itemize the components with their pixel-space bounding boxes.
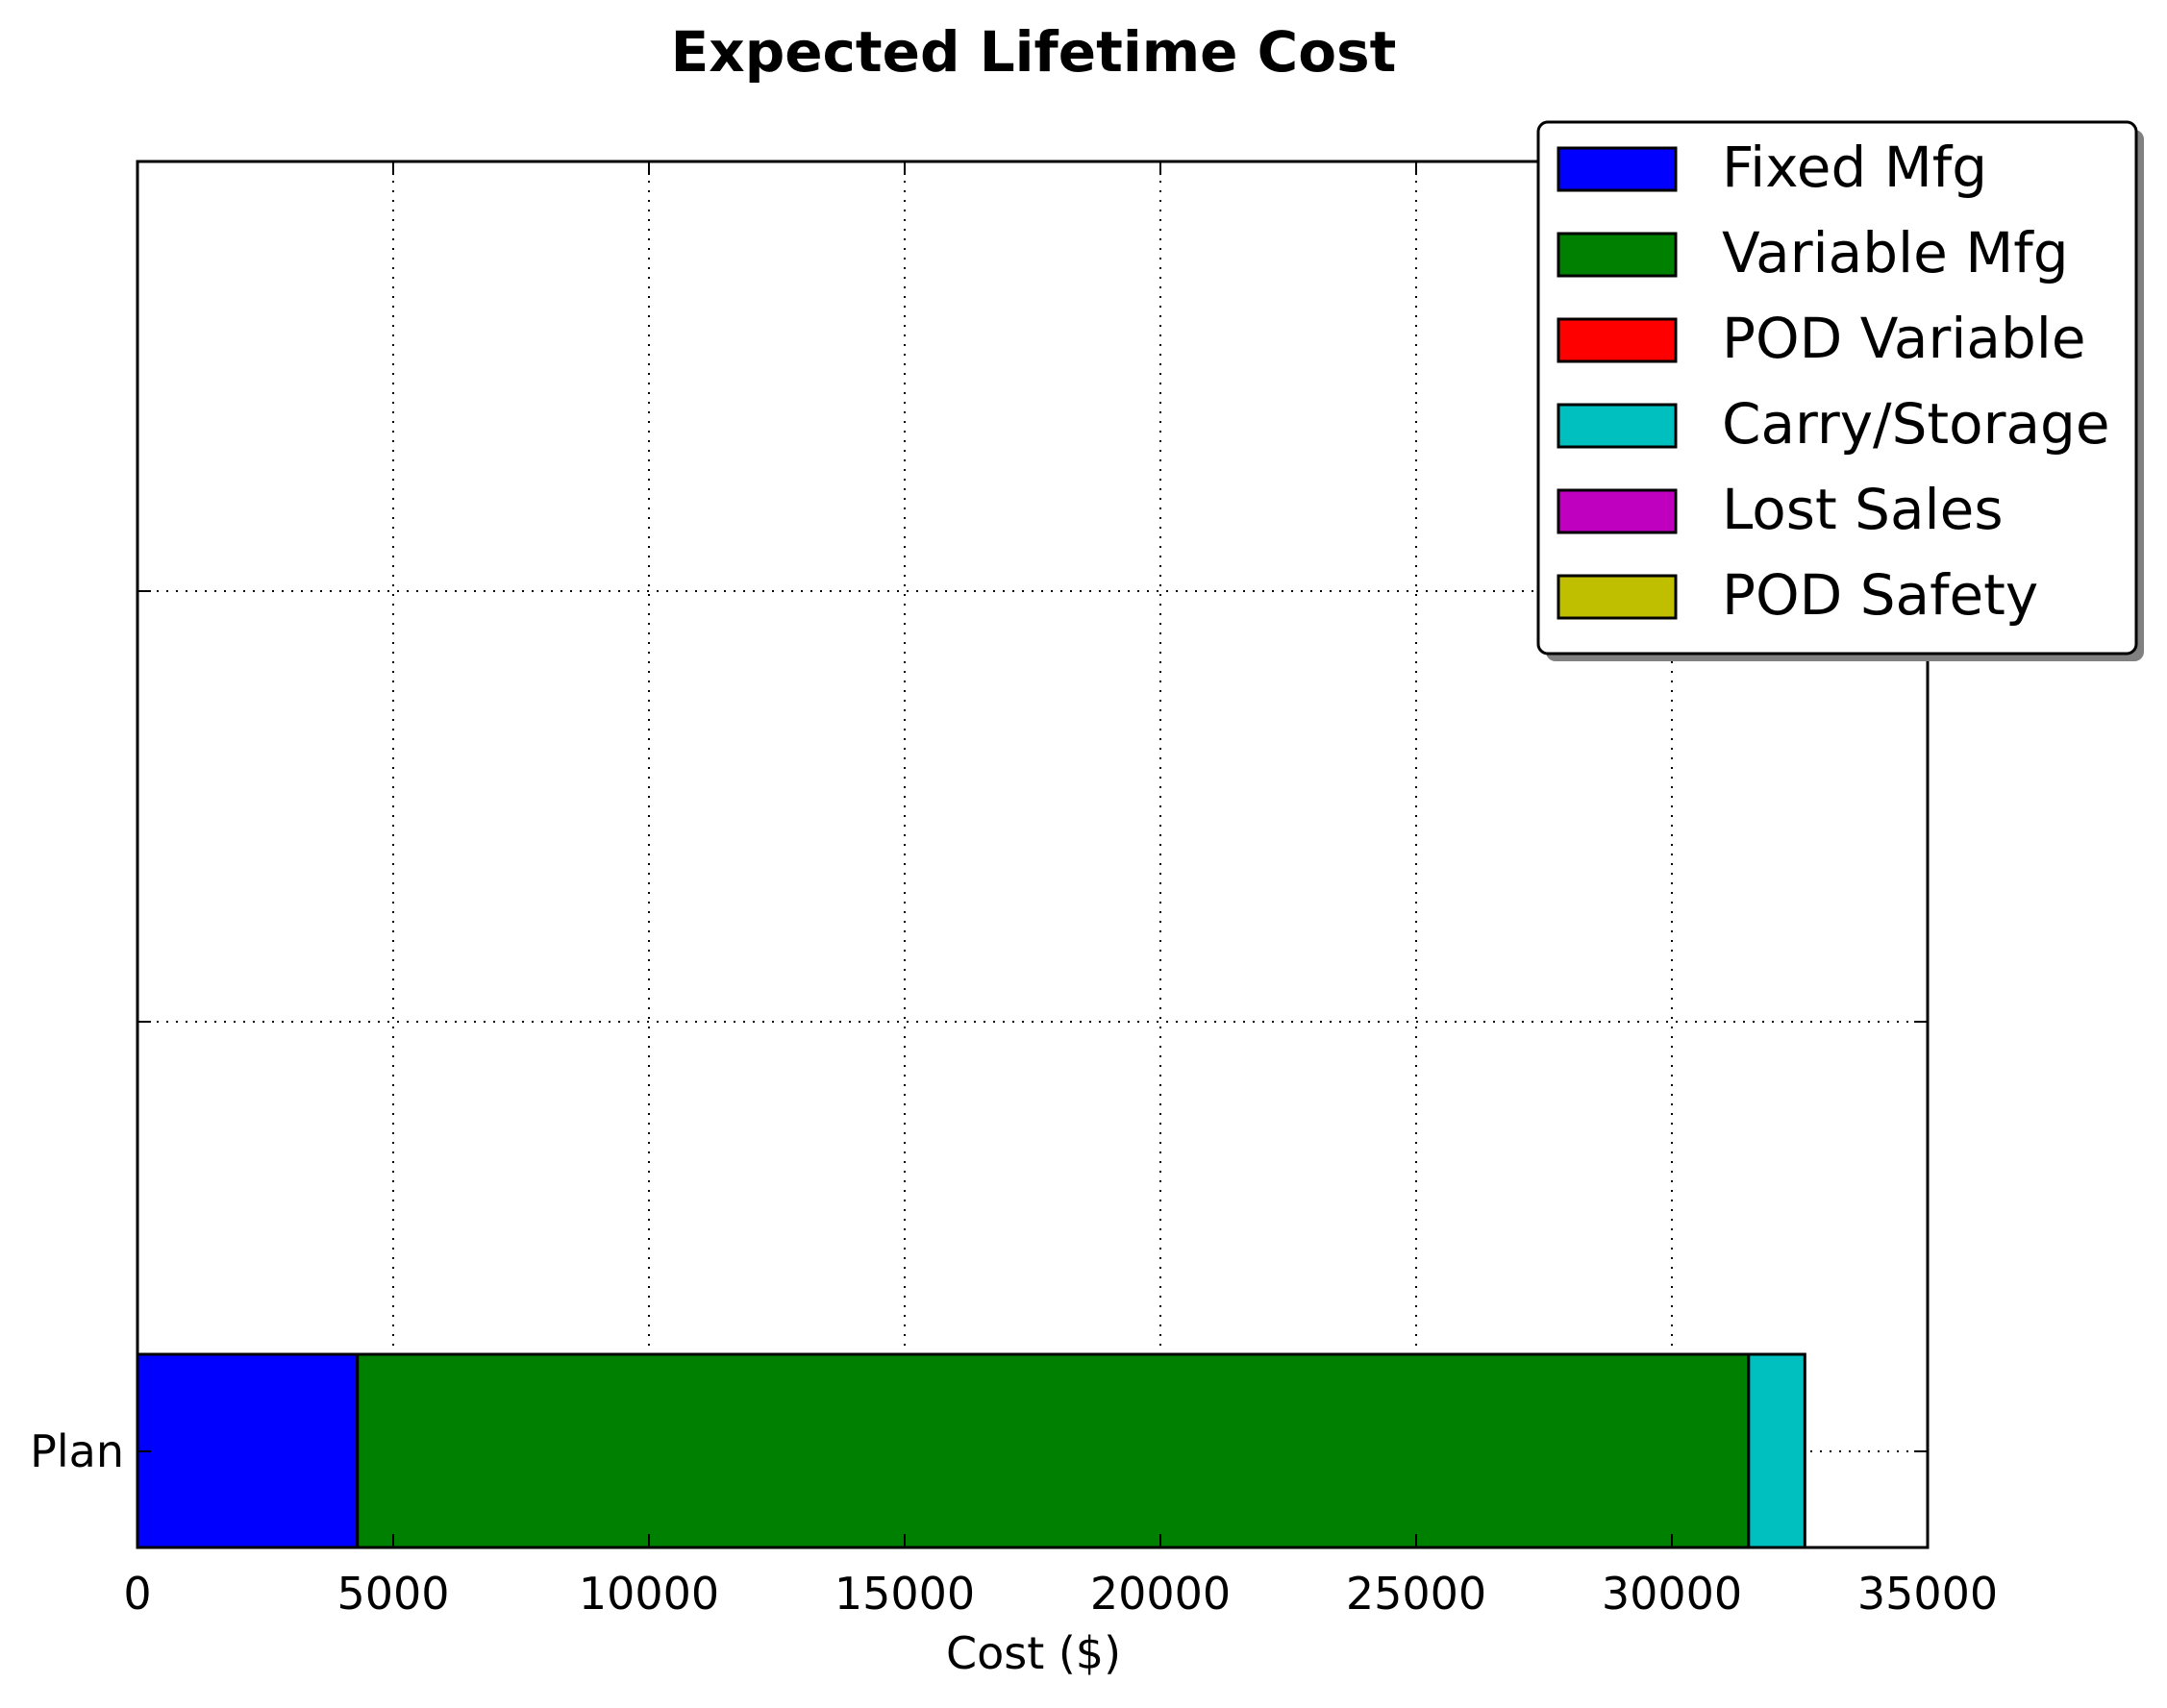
bar-segment [136, 1352, 360, 1549]
x-tick-label: 25000 [1346, 1568, 1486, 1620]
bar-segment [1747, 1352, 1806, 1549]
legend-label: Lost Sales [1722, 477, 2004, 542]
legend-swatch [1557, 488, 1678, 534]
bar-segment [356, 1352, 1751, 1549]
x-tick-label: 5000 [336, 1568, 449, 1620]
y-tick-label: Plan [30, 1425, 124, 1477]
x-tick-label: 10000 [579, 1568, 719, 1620]
bars-layer [136, 1352, 1806, 1549]
legend-frame [1536, 120, 2138, 656]
legend-swatch [1557, 574, 1678, 620]
x-tick-label: 20000 [1090, 1568, 1231, 1620]
chart-title: Expected Lifetime Cost [671, 19, 1397, 85]
plot-frame [136, 160, 1930, 1549]
legend-label: POD Safety [1722, 562, 2038, 628]
x-axis-label: Cost ($) [946, 1627, 1121, 1679]
x-tick-label: 0 [123, 1568, 151, 1620]
legend-swatch [1557, 146, 1678, 192]
legend-label: Carry/Storage [1722, 391, 2110, 457]
legend-swatch [1557, 232, 1678, 278]
legend-swatch [1557, 403, 1678, 449]
x-tick-label: 15000 [834, 1568, 975, 1620]
x-tick-label: 30000 [1602, 1568, 1742, 1620]
legend-label: POD Variable [1722, 306, 2086, 371]
legend: Fixed Mfg Variable Mfg POD Variable Carry/S… [1536, 120, 2144, 661]
legend-items: Fixed Mfg Variable Mfg POD Variable Carry/S… [1557, 135, 2110, 628]
legend-swatch [1557, 317, 1678, 363]
legend-label: Variable Mfg [1722, 220, 2069, 285]
legend-label: Fixed Mfg [1722, 135, 1987, 200]
x-tick-label: 35000 [1857, 1568, 1998, 1620]
ticks-layer: 0 5000 10000 15000 20000 25000 30000 35000 Plan [30, 161, 1998, 1620]
